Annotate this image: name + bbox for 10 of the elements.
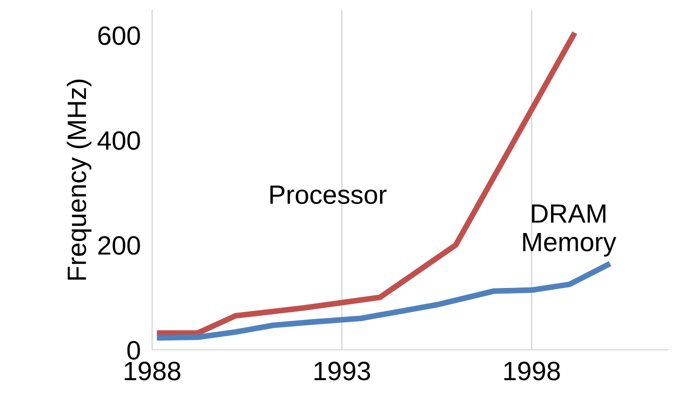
y-axis-title: Frequency (MHz) bbox=[66, 80, 92, 280]
y-tick-label: 200 bbox=[98, 236, 140, 255]
y-tick-label: 400 bbox=[98, 131, 140, 150]
x-tick-label: 1988 bbox=[124, 362, 180, 380]
x-tick-label: 1993 bbox=[314, 362, 370, 380]
text: Processor bbox=[270, 186, 387, 204]
y-tick-label: 0 bbox=[127, 341, 140, 360]
series-label: DRAM Memory bbox=[523, 204, 616, 257]
x-tick-label: 1998 bbox=[504, 362, 560, 380]
y-tick-label: 600 bbox=[98, 26, 140, 46]
